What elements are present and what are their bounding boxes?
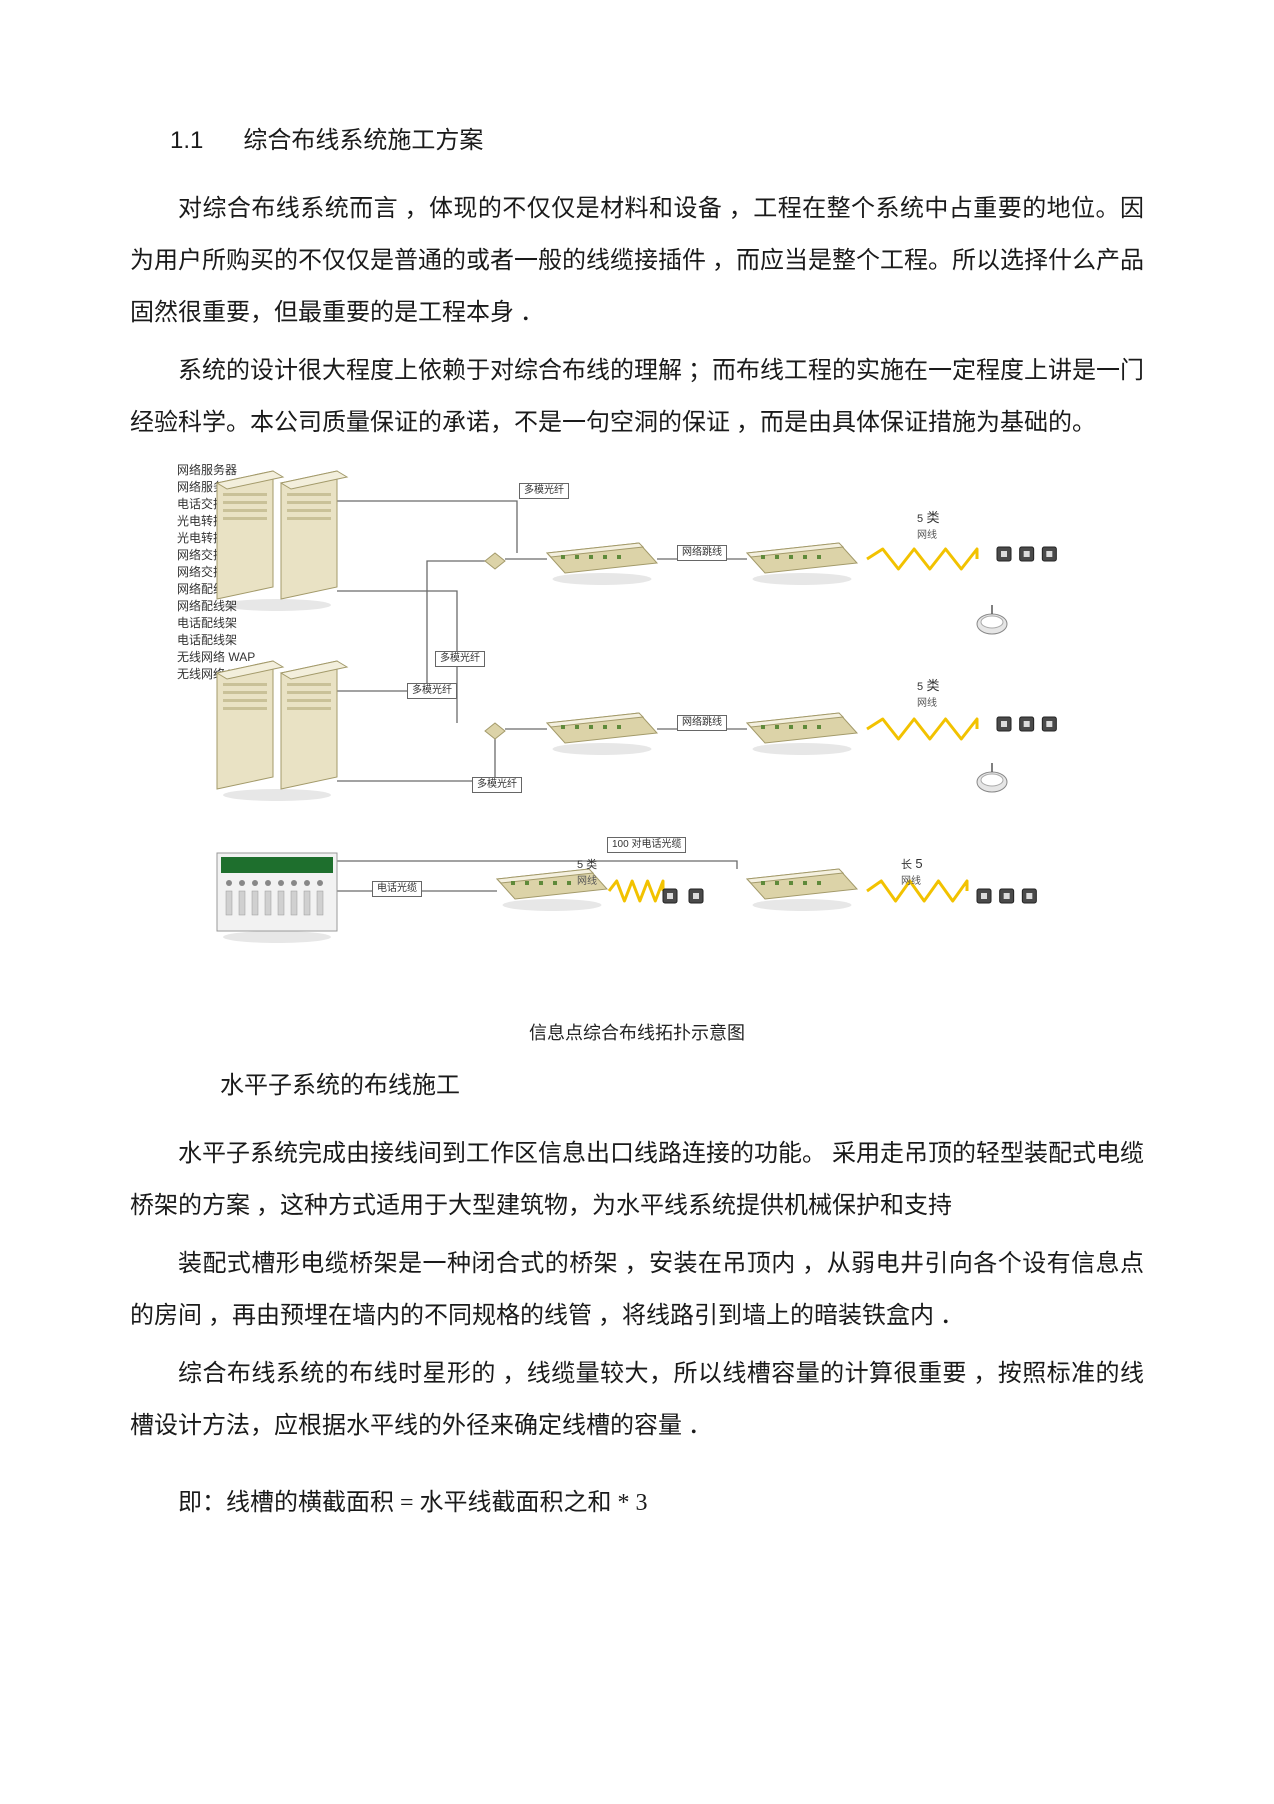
edge-label: 电话光缆 — [372, 881, 422, 897]
cat5-label: 5 类 网线 — [577, 856, 597, 887]
edge-label: 网络跳线 — [677, 545, 727, 561]
paragraph-4: 装配式槽形电缆桥架是一种闭合式的桥架 ，安装在吊顶内 ，从弱电井引向各个设有信息… — [130, 1238, 1144, 1342]
topology-diagram: 多模光纤多模光纤多模光纤多模光纤网络跳线网络跳线电话光缆100 对电话光缆5 类… — [130, 461, 1144, 1045]
edge-label: 多模光纤 — [407, 683, 457, 699]
paragraph-2: 系统的设计很大程度上依赖于对综合布线的理解 ；而布线工程的实施在一定程度上讲是一… — [130, 345, 1144, 449]
section-heading: 1.1 综合布线系统施工方案 — [170, 120, 1144, 155]
paragraph-1: 对综合布线系统而言 ，体现的不仅仅是材料和设备 ，工程在整个系统中占重要的地位。… — [130, 183, 1144, 339]
edge-label: 多模光纤 — [435, 651, 485, 667]
edge-label: 多模光纤 — [472, 777, 522, 793]
cat5-label: 5 类网线 — [917, 675, 939, 709]
cat5-label: 长 5网线 — [901, 856, 923, 887]
edge-label: 100 对电话光缆 — [607, 837, 686, 853]
edge-label: 网络跳线 — [677, 715, 727, 731]
subheading-horizontal-subsystem: 水平子系统的布线施工 — [220, 1065, 1144, 1100]
diagram-caption: 信息点综合布线拓扑示意图 — [130, 1019, 1144, 1045]
document-page: 1.1 综合布线系统施工方案 对综合布线系统而言 ，体现的不仅仅是材料和设备 ，… — [0, 0, 1274, 1804]
heading-title: 综合布线系统施工方案 — [243, 127, 483, 154]
paragraph-3: 水平子系统完成由接线间到工作区信息出口线路连接的功能。 采用走吊顶的轻型装配式电… — [130, 1128, 1144, 1232]
cat5-label: 5 类网线 — [917, 507, 939, 541]
paragraph-5: 综合布线系统的布线时星形的 ，线缆量较大，所以线槽容量的计算很重要 ，按照标准的… — [130, 1348, 1144, 1452]
edge-label: 多模光纤 — [519, 483, 569, 499]
formula: 即：线槽的横截面积 = 水平线截面积之和 * 3 — [178, 1482, 1144, 1517]
heading-number: 1.1 — [170, 127, 203, 154]
